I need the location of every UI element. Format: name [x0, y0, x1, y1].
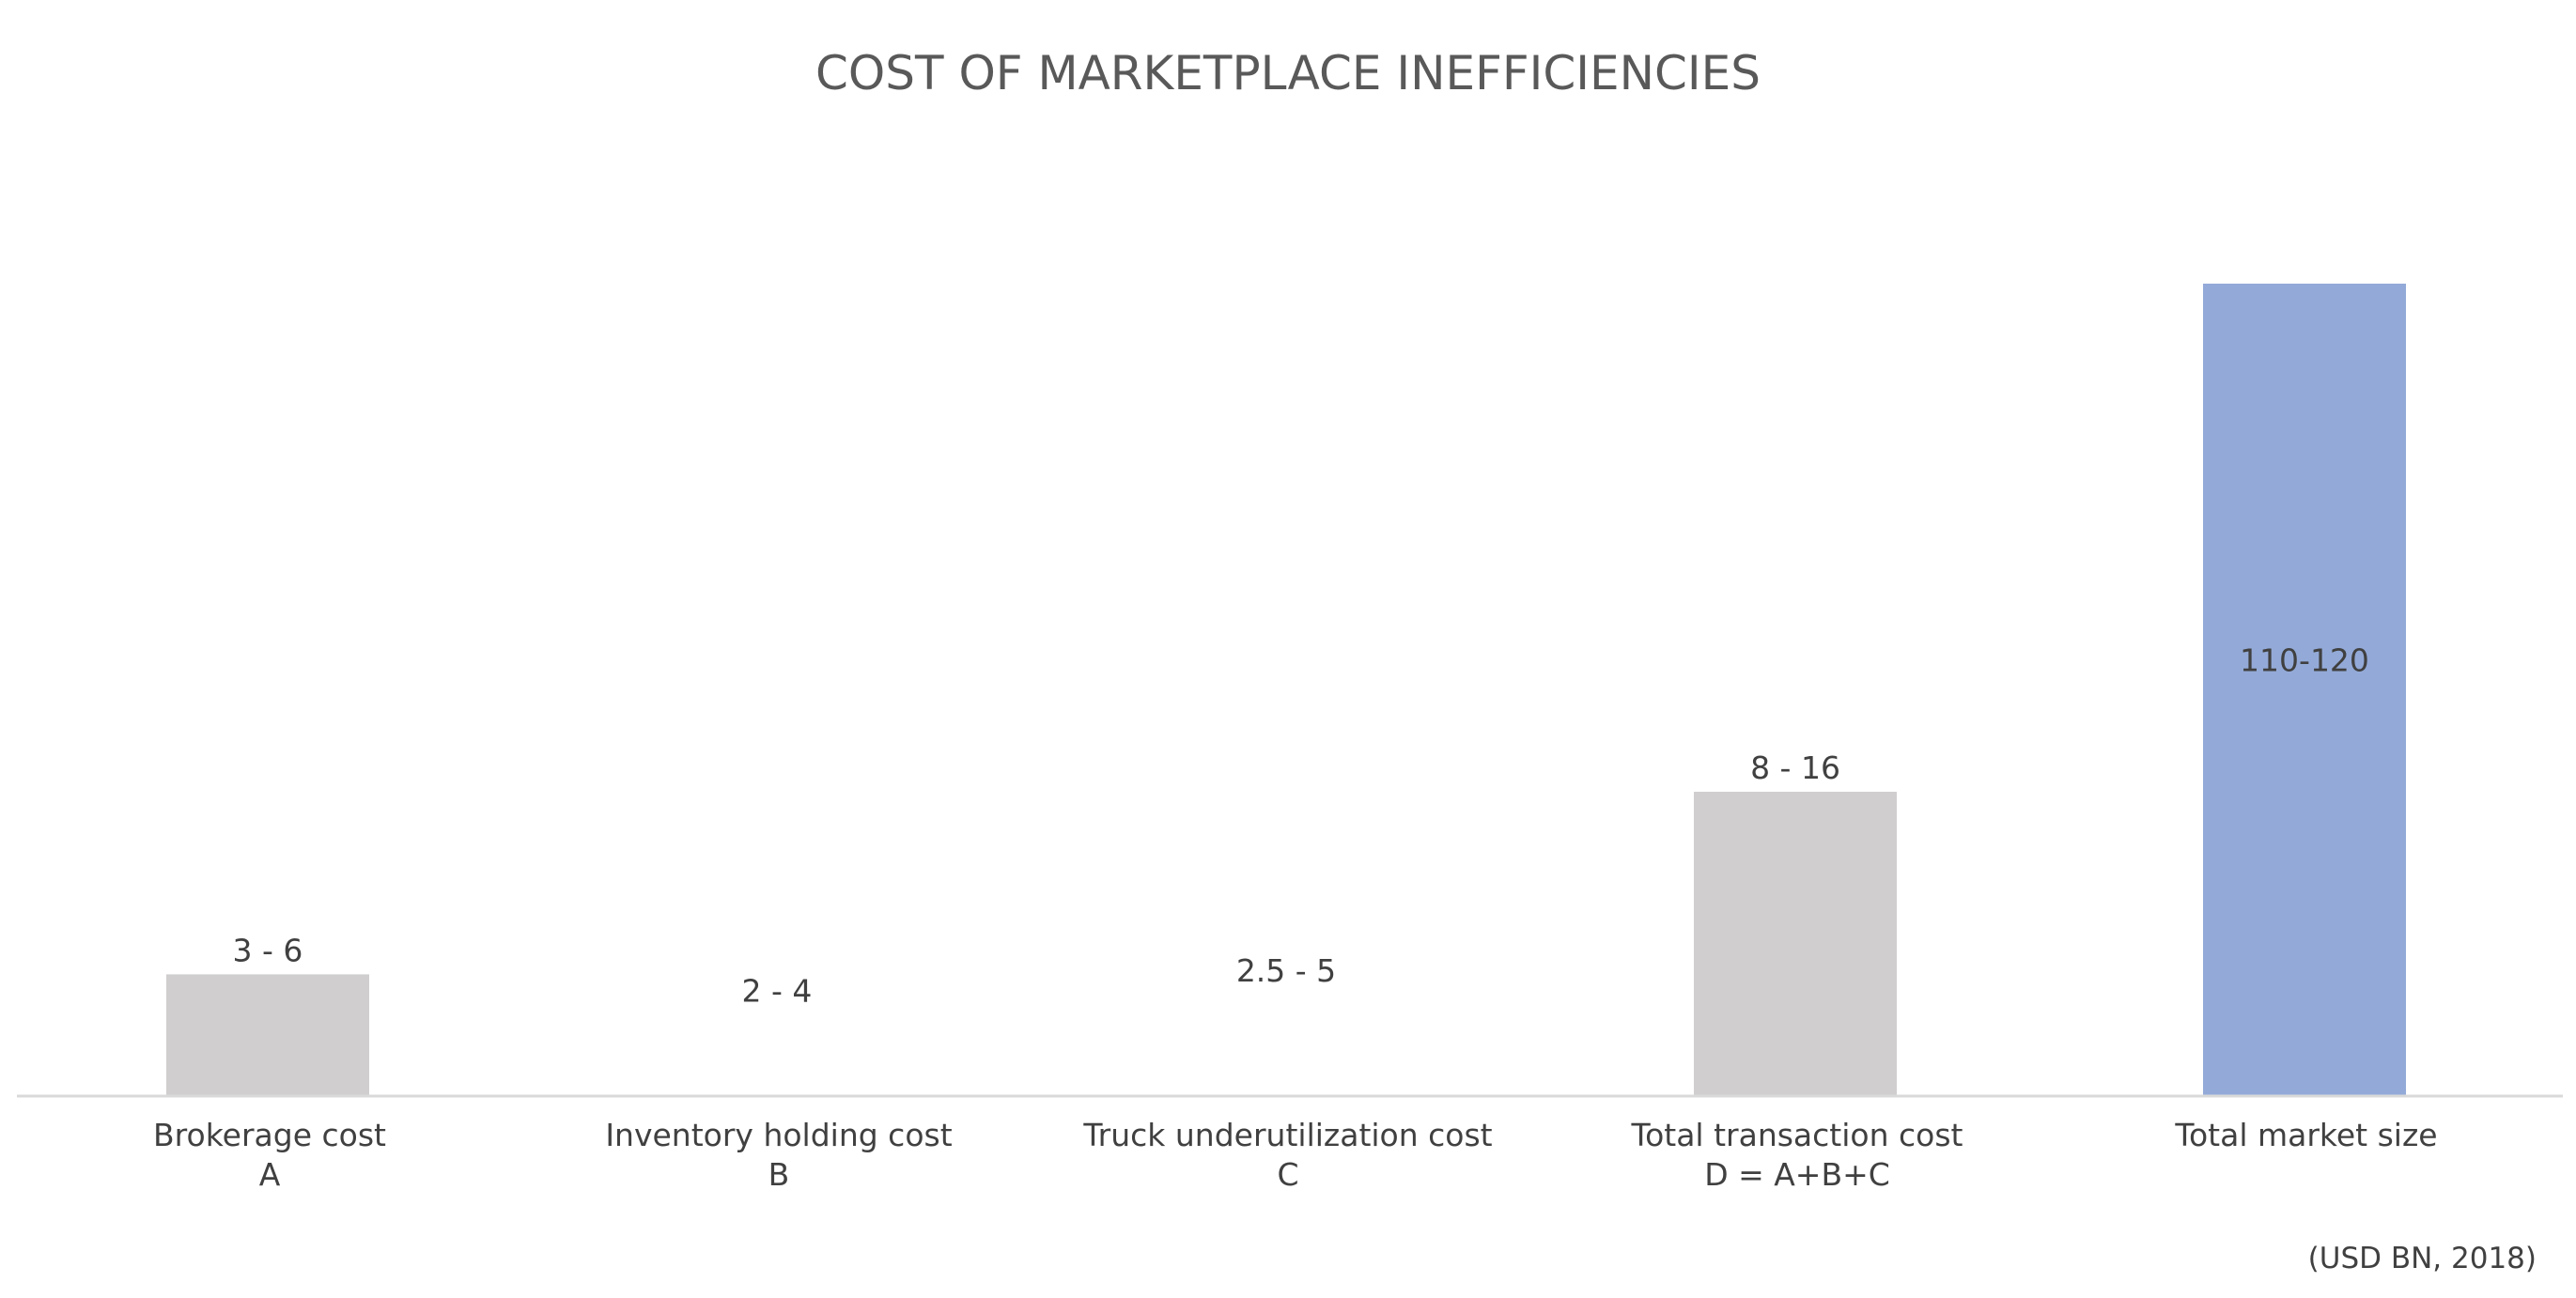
chart-title: COST OF MARKETPLACE INEFFICIENCIES	[815, 46, 1761, 100]
bars-group	[166, 284, 2406, 1096]
bar-4	[1694, 792, 1897, 1096]
category-label: Truck underutilization cost	[1082, 1117, 1492, 1153]
bar-1	[166, 974, 369, 1096]
category-label: Total market size	[2174, 1117, 2437, 1153]
value-labels-group: 3 - 6 2 - 4 2.5 - 5 8 - 16 110-120	[233, 642, 2369, 1010]
category-sublabel: B	[768, 1156, 790, 1193]
category-label: Inventory holding cost	[605, 1117, 952, 1153]
unit-note: (USD BN, 2018)	[2308, 1242, 2537, 1275]
bar-total-market-size	[2203, 284, 2406, 1096]
data-label: 8 - 16	[1750, 749, 1840, 786]
category-sublabel: C	[1277, 1156, 1298, 1193]
category-label: Brokerage cost	[153, 1117, 386, 1153]
data-label: 2 - 4	[742, 973, 813, 1010]
data-label: 2.5 - 5	[1236, 952, 1336, 989]
data-label: 3 - 6	[233, 932, 303, 968]
category-label: Total transaction cost	[1631, 1117, 1963, 1153]
category-sublabel: D = A+B+C	[1704, 1156, 1890, 1193]
category-sublabel: A	[259, 1156, 281, 1193]
data-label: 110-120	[2240, 642, 2369, 679]
